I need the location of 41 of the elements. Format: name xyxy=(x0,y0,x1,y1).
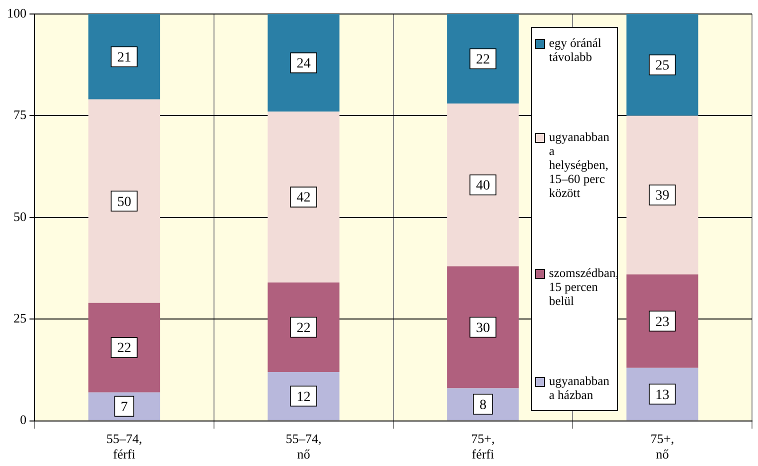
data-label: 22 xyxy=(296,320,311,336)
y-tick-label: 100 xyxy=(7,5,26,20)
bar xyxy=(88,302,160,392)
data-label: 13 xyxy=(655,388,670,403)
bar xyxy=(268,112,340,282)
bar xyxy=(447,266,519,388)
bar xyxy=(88,14,160,100)
bar xyxy=(626,116,698,274)
x-tick-label: 75+, férfi xyxy=(471,431,495,462)
data-label: 21 xyxy=(117,50,132,66)
x-tick-label: 75+, nő xyxy=(650,431,674,462)
bar xyxy=(268,282,340,372)
data-label: 25 xyxy=(655,58,670,74)
data-label: 7 xyxy=(120,400,128,415)
y-tick-label: 25 xyxy=(14,310,26,326)
data-label: 42 xyxy=(296,190,311,206)
bar xyxy=(88,99,160,303)
legend-label: ugyanabban a helységben, 15–60 perc között xyxy=(549,130,610,200)
bar xyxy=(626,274,698,368)
data-label: 12 xyxy=(296,390,311,405)
legend-label: szomszédban, 15 percen belül xyxy=(549,266,619,308)
y-tick-label: 75 xyxy=(14,107,26,122)
bar xyxy=(447,14,519,104)
data-label: 8 xyxy=(479,398,486,413)
legend-label: ugyanabban a házban xyxy=(549,374,610,402)
data-label: 39 xyxy=(655,188,670,204)
data-label: 22 xyxy=(117,341,132,356)
legend-label: egy óránál távolabb xyxy=(549,36,602,64)
x-tick-label: 55–74, férfi xyxy=(106,431,142,462)
data-label: 23 xyxy=(655,314,670,330)
data-label: 30 xyxy=(476,320,490,336)
data-label: 40 xyxy=(476,178,490,194)
y-tick-label: 50 xyxy=(14,208,26,224)
data-label: 50 xyxy=(117,194,132,210)
bar xyxy=(268,14,340,112)
y-tick-label: 0 xyxy=(20,412,26,428)
bar xyxy=(447,103,519,266)
bar xyxy=(626,14,698,116)
data-label: 24 xyxy=(296,56,311,72)
data-label: 22 xyxy=(476,52,490,68)
x-tick-label: 55–74, nő xyxy=(286,431,322,462)
